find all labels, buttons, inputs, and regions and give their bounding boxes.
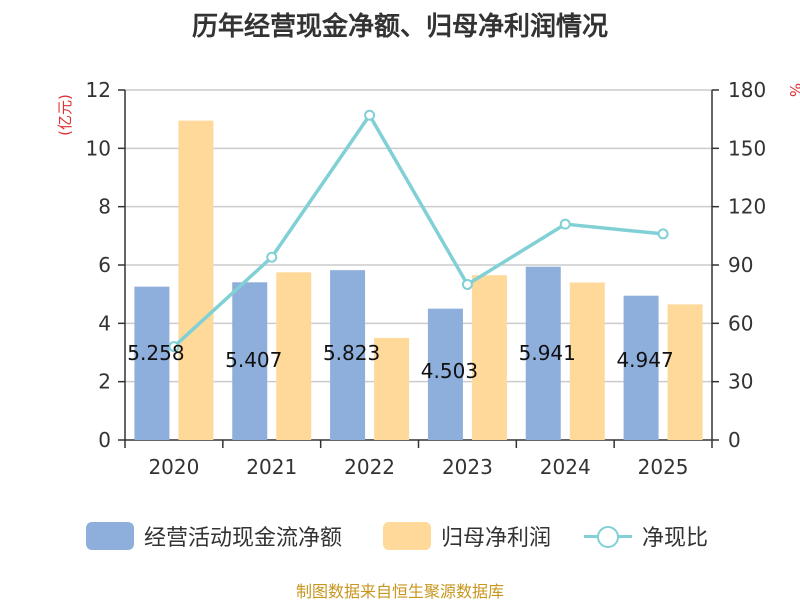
- legend: 经营活动现金流净额 归母净利润 净现比: [0, 518, 800, 554]
- legend-label-cash: 经营活动现金流净额: [144, 526, 343, 551]
- right-tick-label: 60: [728, 311, 753, 335]
- x-tick-label: 2025: [638, 455, 689, 479]
- profit-bar: [374, 337, 410, 440]
- left-tick-label: 0: [98, 428, 111, 452]
- left-tick-label: 8: [98, 195, 111, 219]
- left-tick-label: 12: [86, 78, 111, 102]
- cash-data-label: 5.407: [225, 348, 282, 372]
- left-axis-unit: (亿元): [56, 94, 74, 136]
- cash-bar: [330, 270, 366, 440]
- profit-bar: [178, 120, 214, 440]
- left-tick-label: 6: [98, 253, 111, 277]
- source-note: 制图数据来自恒生聚源数据库: [295, 582, 504, 601]
- left-tick-label: 4: [98, 311, 111, 335]
- right-tick-label: 30: [728, 370, 753, 394]
- cash-data-label: 5.941: [519, 341, 576, 365]
- cash-bar: [427, 308, 463, 440]
- right-tick-label: 120: [728, 195, 766, 219]
- legend-swatch-profit: [383, 522, 431, 550]
- right-tick-label: 150: [728, 136, 766, 160]
- legend-label-ratio: 净现比: [642, 526, 709, 551]
- legend-item-ratio[interactable]: 净现比: [584, 518, 708, 554]
- legend-swatch-ratio: [584, 522, 632, 550]
- right-tick-label: 0: [728, 428, 741, 452]
- profit-bar: [569, 282, 605, 440]
- x-tick-label: 2023: [442, 455, 493, 479]
- cash-bar: [525, 266, 561, 440]
- ratio-point: [266, 251, 278, 263]
- cash-data-label: 5.258: [127, 341, 184, 365]
- left-tick-label: 2: [98, 370, 111, 394]
- cash-bar: [134, 286, 170, 440]
- legend-label-profit: 归母净利润: [441, 526, 552, 551]
- x-tick-label: 2022: [344, 455, 395, 479]
- x-tick-label: 2024: [540, 455, 591, 479]
- chart-title: 历年经营现金净额、归母净利润情况: [191, 12, 608, 42]
- right-tick-label: 180: [728, 78, 766, 102]
- cash-data-label: 5.823: [323, 341, 380, 365]
- ratio-point: [559, 218, 571, 230]
- ratio-point: [364, 109, 376, 121]
- ratio-point: [461, 278, 473, 290]
- right-tick-label: 90: [728, 253, 753, 277]
- legend-item-profit[interactable]: 归母净利润: [383, 518, 551, 554]
- ratio-line: [172, 112, 664, 348]
- cash-bar: [623, 295, 659, 440]
- right-axis-unit: %: [786, 83, 800, 97]
- profit-bar: [471, 275, 507, 440]
- cash-data-label: 4.947: [616, 348, 673, 372]
- ratio-point: [657, 228, 669, 240]
- left-tick-label: 10: [86, 136, 111, 160]
- x-tick-label: 2021: [246, 455, 297, 479]
- profit-bar: [667, 304, 703, 440]
- x-tick-label: 2020: [148, 455, 199, 479]
- legend-swatch-cash: [86, 522, 134, 550]
- cash-bar: [232, 282, 268, 440]
- ratio-point: [168, 341, 180, 353]
- profit-bar: [276, 272, 312, 440]
- cash-data-label: 4.503: [421, 359, 478, 383]
- combo-chart: (亿元) % 024681012030609012015018020202021…: [56, 78, 800, 479]
- legend-item-cash[interactable]: 经营活动现金流净额: [86, 518, 342, 554]
